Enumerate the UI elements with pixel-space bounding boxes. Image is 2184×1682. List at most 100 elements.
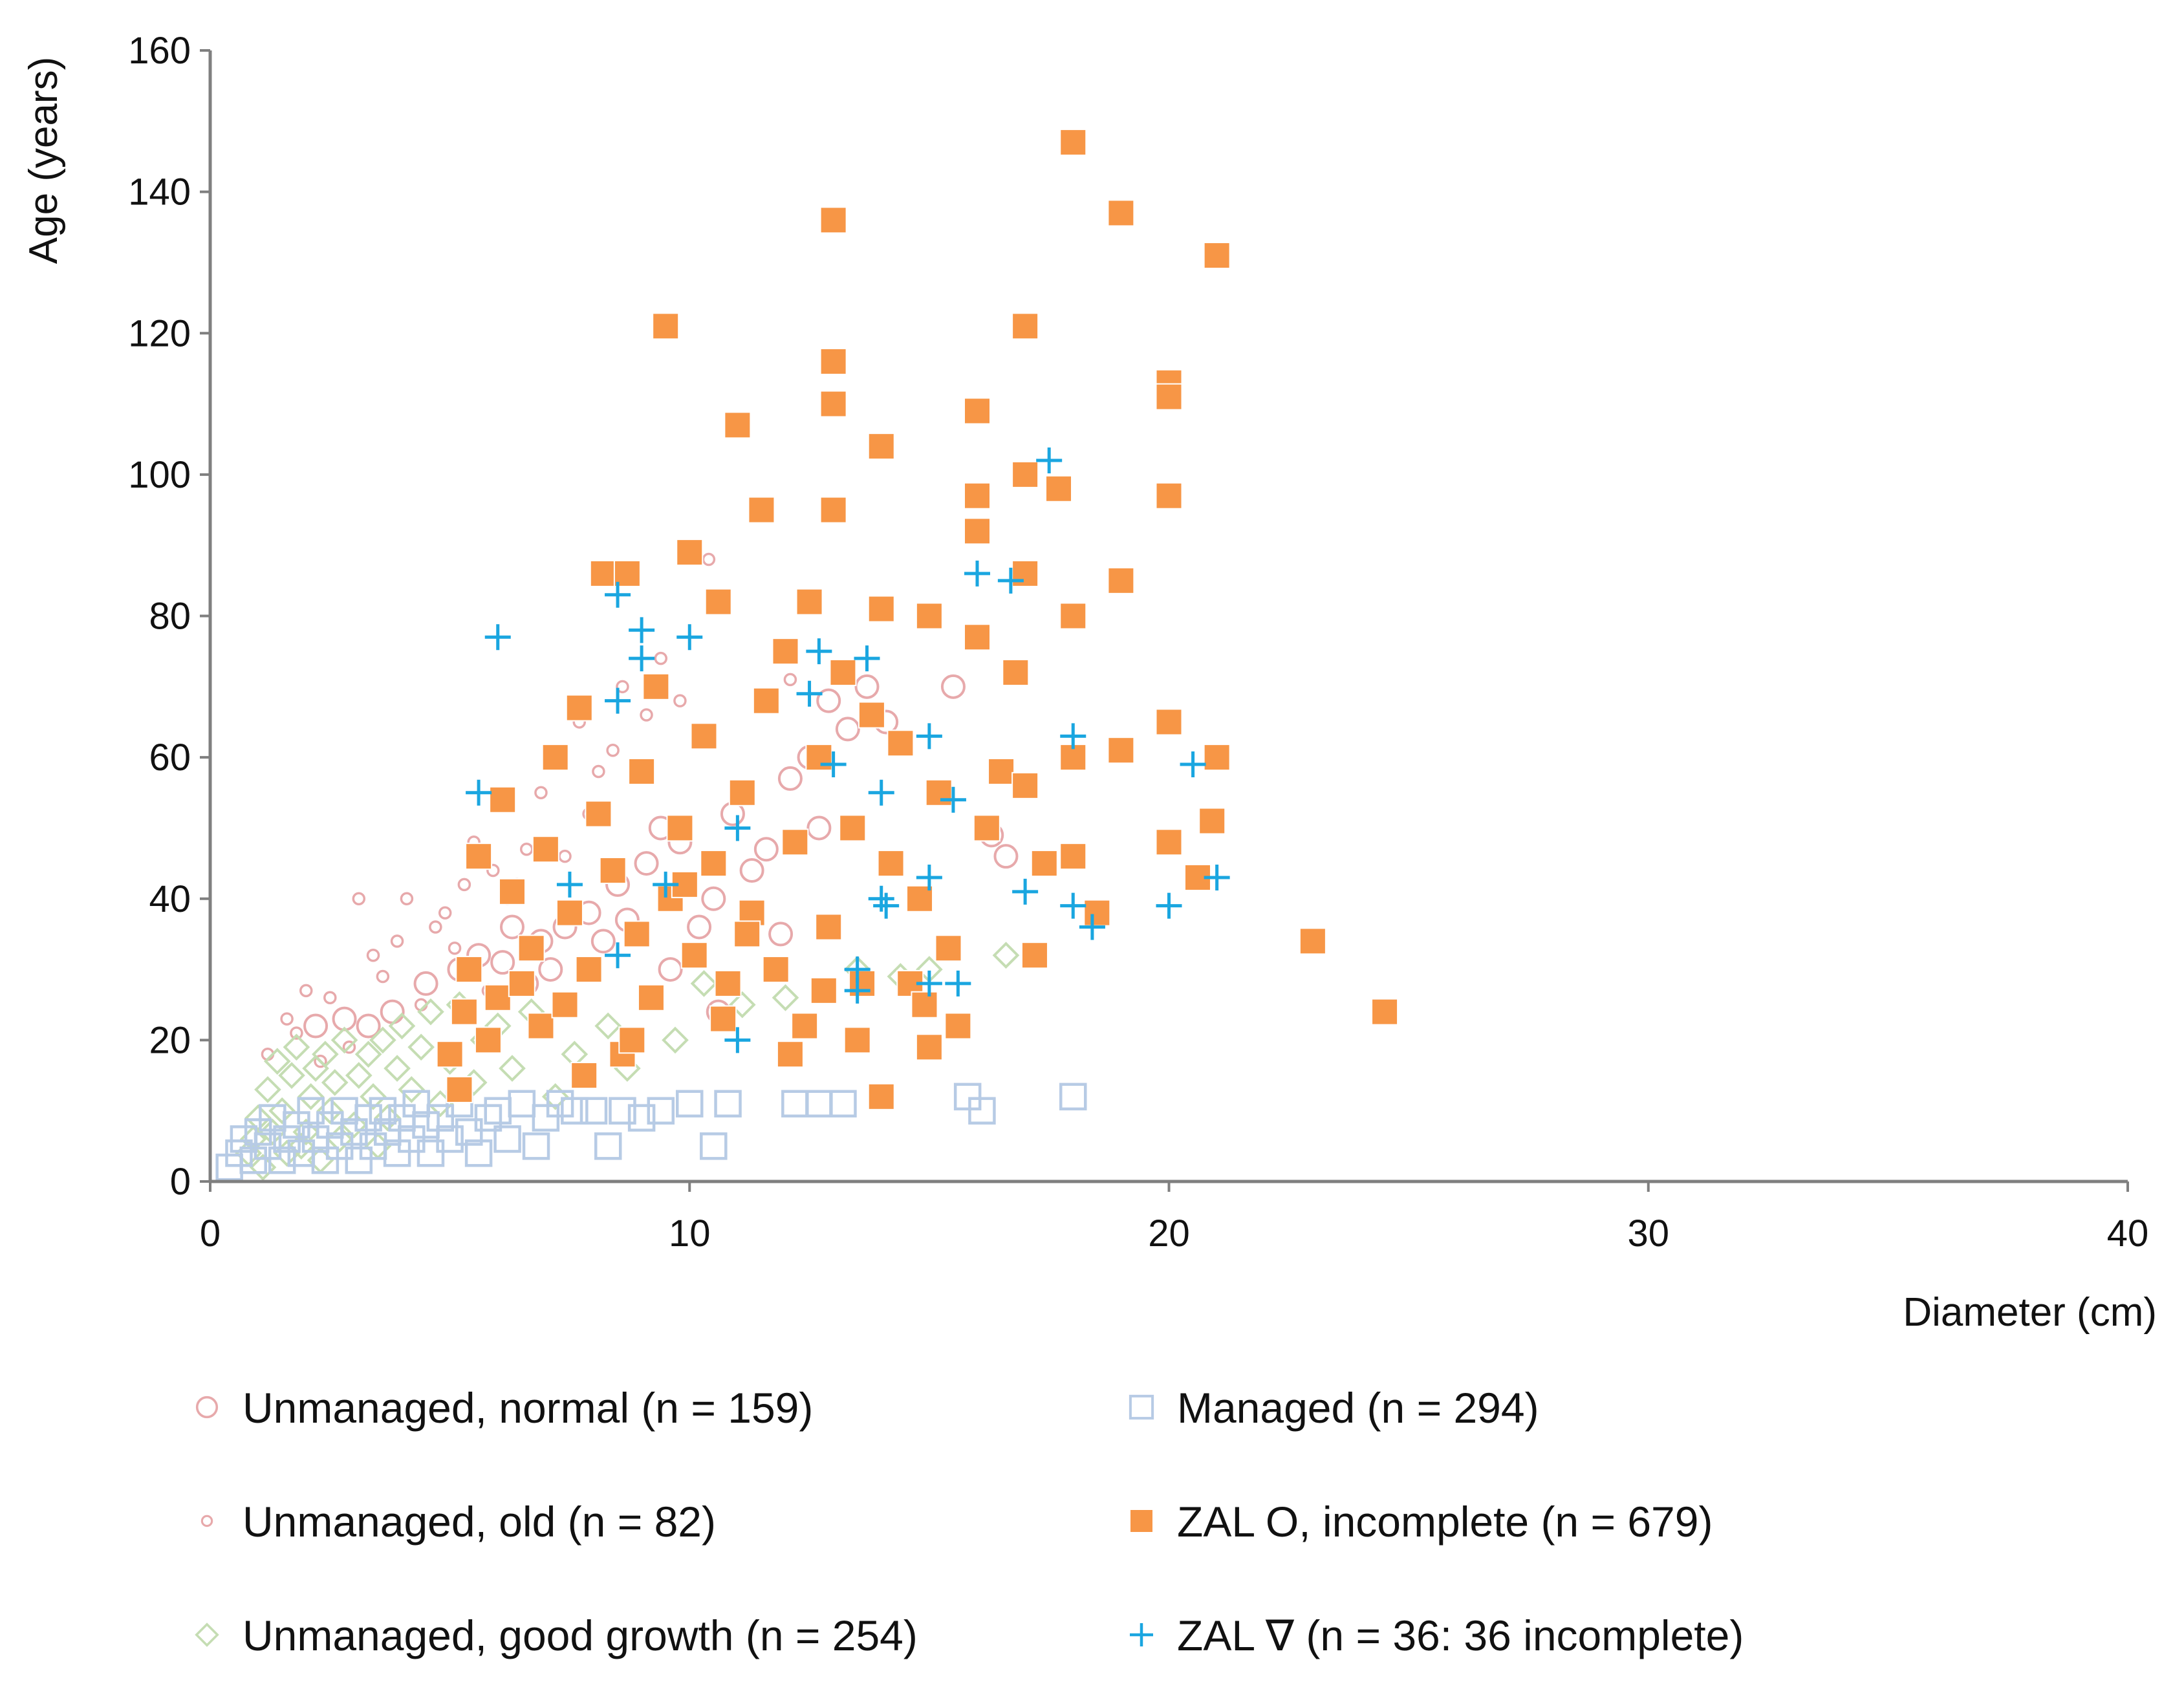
data-point <box>724 1027 751 1053</box>
data-point <box>311 1146 340 1174</box>
data-point <box>380 999 405 1024</box>
data-point <box>278 1062 305 1089</box>
data-point <box>805 1090 833 1118</box>
data-point <box>541 744 569 771</box>
data-point <box>436 1040 464 1068</box>
data-point <box>532 836 559 863</box>
data-point <box>988 757 1015 785</box>
data-point <box>796 680 823 707</box>
y-tick-label: 20 <box>149 1019 191 1061</box>
data-point <box>640 708 653 722</box>
data-point <box>369 1097 397 1125</box>
data-point <box>474 1026 502 1054</box>
legend-label: Managed (n = 294) <box>1177 1384 1539 1432</box>
data-point <box>714 969 742 997</box>
legend-marker <box>195 1396 219 1419</box>
data-point <box>867 1083 895 1110</box>
data-point <box>690 970 718 997</box>
data-point <box>887 729 914 757</box>
data-point <box>709 1005 737 1033</box>
data-point <box>915 1033 943 1061</box>
data-point <box>748 496 775 524</box>
data-point <box>366 948 380 962</box>
data-point <box>499 1055 526 1082</box>
data-point <box>753 837 779 862</box>
data-point <box>916 864 942 890</box>
data-point <box>1155 482 1183 510</box>
data-point <box>1156 892 1182 919</box>
data-point <box>1030 850 1058 878</box>
legend-label: Unmanaged, good growth (n = 254) <box>243 1612 918 1659</box>
data-point <box>342 1040 356 1054</box>
data-point <box>345 1146 373 1174</box>
data-point <box>1045 475 1073 502</box>
y-tick-label: 140 <box>128 171 191 213</box>
data-point <box>714 1090 742 1118</box>
data-point <box>816 688 841 713</box>
data-point <box>1059 1083 1087 1111</box>
data-point <box>819 390 847 418</box>
data-point <box>629 617 655 643</box>
data-point <box>360 1083 387 1110</box>
data-point <box>388 1012 416 1040</box>
legend-marker <box>1129 1509 1154 1533</box>
data-point <box>1371 998 1399 1026</box>
data-point <box>273 1125 301 1153</box>
data-point <box>964 560 990 587</box>
data-point <box>1012 878 1039 905</box>
legend-label: ZAL O, incomplete (n = 679) <box>1177 1498 1713 1546</box>
x-tick-label: 0 <box>200 1213 221 1255</box>
data-point <box>354 1104 382 1132</box>
data-point <box>819 206 847 234</box>
data-point <box>829 1090 857 1118</box>
data-point <box>484 984 512 1011</box>
data-point <box>1155 708 1183 736</box>
data-point <box>702 552 716 566</box>
series-5 <box>436 129 1399 1110</box>
data-point <box>1203 242 1231 270</box>
data-point <box>585 800 612 828</box>
data-point <box>854 674 880 699</box>
data-point <box>465 843 493 870</box>
data-point <box>283 1111 310 1139</box>
legend-item-5: ZAL O, incomplete (n = 679) <box>1129 1498 1713 1546</box>
data-point <box>629 645 655 672</box>
data-point <box>835 717 860 742</box>
data-point <box>1002 658 1030 686</box>
data-point <box>819 347 847 375</box>
data-point <box>384 1055 411 1082</box>
data-point <box>303 1013 329 1039</box>
data-point <box>964 517 991 545</box>
data-point <box>323 991 337 1005</box>
data-point <box>676 1090 704 1118</box>
data-point <box>493 1125 521 1153</box>
data-point <box>297 1097 325 1125</box>
data-point <box>647 1097 675 1125</box>
x-tick-label: 10 <box>669 1213 711 1255</box>
data-point <box>724 815 751 841</box>
data-point <box>810 976 838 1004</box>
data-point <box>290 1026 303 1040</box>
data-point <box>776 1040 804 1068</box>
data-point <box>777 766 803 791</box>
data-point <box>873 892 900 919</box>
data-point <box>868 779 894 806</box>
data-point <box>1079 914 1105 940</box>
data-point <box>728 991 756 1019</box>
y-axis-title: Age (years) <box>21 57 66 264</box>
data-point <box>1198 807 1226 835</box>
data-point <box>1036 447 1063 474</box>
data-point <box>992 942 1020 969</box>
data-point <box>570 1062 598 1090</box>
data-point <box>627 1104 656 1132</box>
data-point <box>906 885 934 912</box>
data-point <box>429 920 442 934</box>
data-point <box>556 899 583 927</box>
data-point <box>634 851 659 876</box>
data-point <box>739 858 764 883</box>
data-point <box>1180 751 1206 778</box>
data-point <box>565 694 593 722</box>
data-point <box>416 1139 445 1167</box>
data-point <box>592 764 605 779</box>
data-point <box>312 1040 339 1068</box>
